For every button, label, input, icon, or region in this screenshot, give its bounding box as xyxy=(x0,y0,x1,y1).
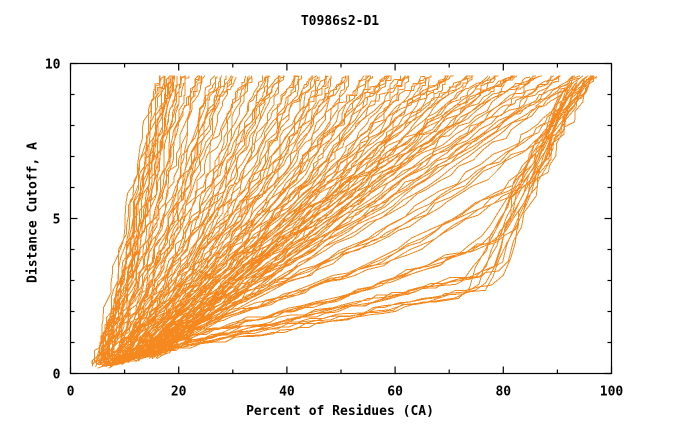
data-curve xyxy=(97,75,200,364)
data-curve xyxy=(127,75,446,361)
data-curve xyxy=(133,75,389,356)
data-curve xyxy=(157,75,542,359)
data-curve xyxy=(124,75,402,359)
data-curve xyxy=(138,75,560,357)
data-curve xyxy=(130,77,445,357)
data-curve xyxy=(91,75,161,366)
data-curve xyxy=(126,76,344,360)
data-curve xyxy=(106,82,577,365)
data-curve xyxy=(123,75,574,362)
data-curve xyxy=(107,76,234,364)
data-curve xyxy=(106,78,584,367)
data-curve xyxy=(98,75,172,364)
y-tick-label: 5 xyxy=(53,213,61,228)
data-curve xyxy=(155,75,537,359)
data-curve xyxy=(139,75,468,357)
data-curve xyxy=(109,78,588,367)
data-curve xyxy=(114,77,221,364)
data-curve xyxy=(128,75,317,360)
data-curve xyxy=(125,75,386,359)
data-curve xyxy=(105,86,568,364)
data-curve xyxy=(108,90,573,369)
data-curve xyxy=(138,76,531,356)
data-curve xyxy=(131,76,408,360)
data-curve xyxy=(111,75,327,359)
data-curve xyxy=(117,76,329,361)
tick-labels-layer: 0 20 40 60 80 100 0 5 10 xyxy=(45,58,624,400)
data-curve xyxy=(108,75,264,360)
data-curve xyxy=(101,83,569,364)
data-curves-layer xyxy=(91,75,598,369)
y-tick-label: 0 xyxy=(53,368,61,383)
data-curve xyxy=(136,76,490,356)
data-curve xyxy=(97,89,565,369)
data-curve xyxy=(111,76,248,362)
axes-layer xyxy=(69,62,613,375)
x-tick-label: 100 xyxy=(600,385,624,400)
data-curve xyxy=(114,75,589,365)
x-tick-label: 60 xyxy=(387,385,403,400)
data-curve xyxy=(113,76,595,363)
x-tick-label: 80 xyxy=(495,385,511,400)
data-curve xyxy=(150,75,474,358)
data-curve xyxy=(96,75,171,366)
data-curve xyxy=(115,75,593,364)
data-curve xyxy=(125,76,346,357)
data-curve xyxy=(109,75,281,358)
y-tick-label: 10 xyxy=(45,58,61,73)
data-curve xyxy=(112,75,299,361)
data-curve xyxy=(108,75,215,364)
data-curve xyxy=(117,75,328,361)
data-curve xyxy=(138,75,389,359)
data-curve xyxy=(119,77,597,362)
data-curve xyxy=(123,75,592,361)
x-tick-label: 20 xyxy=(171,385,187,400)
data-curve xyxy=(93,76,165,364)
data-curve xyxy=(135,75,348,360)
data-curve xyxy=(116,75,269,361)
data-curve xyxy=(142,75,469,354)
data-curve xyxy=(130,75,347,359)
page-title: T0986s2-D1 xyxy=(300,14,380,29)
data-curve xyxy=(117,75,365,362)
data-curve xyxy=(92,75,161,367)
data-curve xyxy=(103,75,187,361)
data-curve xyxy=(154,77,473,358)
data-curve xyxy=(151,77,533,358)
x-tick-label: 40 xyxy=(279,385,295,400)
data-curve xyxy=(131,75,555,358)
data-curve xyxy=(123,77,579,358)
data-curve xyxy=(106,75,233,365)
data-curve xyxy=(126,75,285,357)
data-curve xyxy=(141,75,560,359)
data-curve xyxy=(113,76,586,365)
x-tick-label: 0 xyxy=(67,385,75,400)
data-curve xyxy=(128,75,552,357)
data-curve xyxy=(95,75,199,367)
x-axis-label: Percent of Residues (CA) xyxy=(246,404,434,419)
data-curve xyxy=(109,80,578,367)
data-curve xyxy=(142,77,536,355)
data-curve xyxy=(120,75,280,358)
